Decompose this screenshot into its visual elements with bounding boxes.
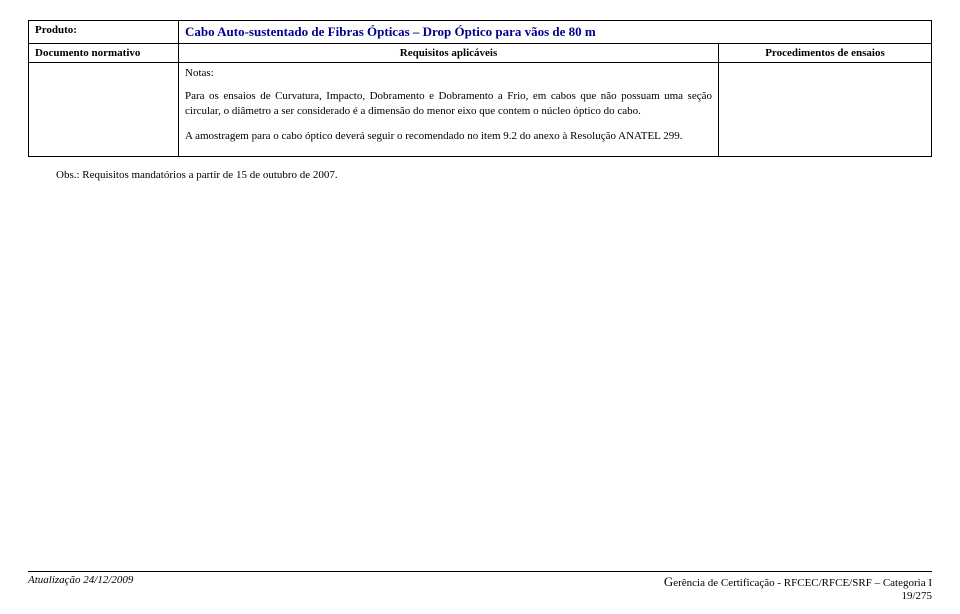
cell-proc-empty [719, 63, 932, 157]
footer-org: Gerência de Certificação - RFCEC/RFCE/SR… [664, 574, 932, 590]
footer-big-g: G [664, 574, 673, 589]
footer-org-rest: erência de Certificação - RFCEC/RFCE/SRF… [673, 577, 932, 589]
notas-label: Notas: [185, 66, 712, 81]
cell-doc-empty [29, 63, 179, 157]
cell-req-content: Notas: Para os ensaios de Curvatura, Imp… [179, 63, 719, 157]
paragraph-2: A amostragem para o cabo óptico deverá s… [185, 129, 712, 144]
footer-right-block: Gerência de Certificação - RFCEC/RFCE/SR… [664, 574, 932, 602]
footer-update-date: Atualização 24/12/2009 [28, 574, 133, 602]
spec-table: Produto: Cabo Auto-sustentado de Fibras … [28, 20, 932, 157]
content-row: Notas: Para os ensaios de Curvatura, Imp… [29, 63, 932, 157]
obs-note: Obs.: Requisitos mandatórios a partir de… [56, 169, 932, 181]
product-title: Cabo Auto-sustentado de Fibras Ópticas –… [179, 21, 932, 44]
paragraph-1: Para os ensaios de Curvatura, Impacto, D… [185, 89, 712, 119]
page-footer: Atualização 24/12/2009 Gerência de Certi… [28, 571, 932, 602]
header-proc: Procedimentos de ensaios [719, 44, 932, 63]
header-doc: Documento normativo [29, 44, 179, 63]
product-row: Produto: Cabo Auto-sustentado de Fibras … [29, 21, 932, 44]
footer-page-number: 19/275 [664, 590, 932, 602]
header-req: Requisitos aplicáveis [179, 44, 719, 63]
column-headers: Documento normativo Requisitos aplicávei… [29, 44, 932, 63]
product-label: Produto: [29, 21, 179, 44]
